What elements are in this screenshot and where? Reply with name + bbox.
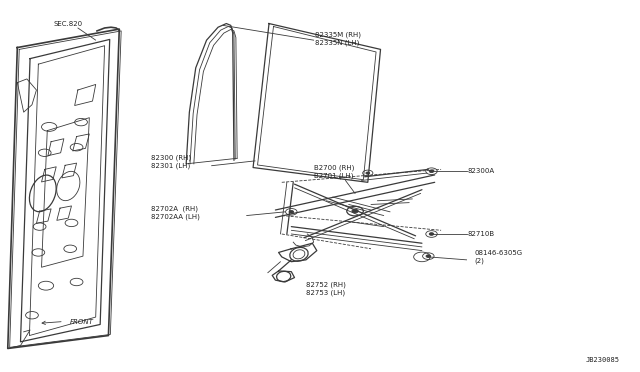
- Text: 82335M (RH)
82335N (LH): 82335M (RH) 82335N (LH): [315, 31, 361, 45]
- Text: 82300 (RH)
82301 (LH): 82300 (RH) 82301 (LH): [151, 155, 191, 169]
- Text: SEC.820: SEC.820: [54, 21, 83, 27]
- Circle shape: [352, 209, 358, 213]
- Circle shape: [429, 170, 434, 173]
- Text: 82300A: 82300A: [468, 168, 495, 174]
- Text: FRONT: FRONT: [70, 318, 94, 324]
- Circle shape: [426, 255, 431, 257]
- Text: 82752 (RH)
82753 (LH): 82752 (RH) 82753 (LH): [306, 282, 346, 296]
- Text: B2700 (RH)
B2701 (LH): B2700 (RH) B2701 (LH): [314, 164, 354, 179]
- Text: 82702A  (RH)
82702AA (LH): 82702A (RH) 82702AA (LH): [151, 206, 200, 220]
- Text: 82710B: 82710B: [468, 231, 495, 237]
- Circle shape: [429, 232, 434, 235]
- Circle shape: [289, 211, 294, 213]
- Circle shape: [366, 172, 370, 174]
- Text: JB230085: JB230085: [586, 357, 620, 363]
- Text: 08146-6305G
(2): 08146-6305G (2): [475, 250, 523, 264]
